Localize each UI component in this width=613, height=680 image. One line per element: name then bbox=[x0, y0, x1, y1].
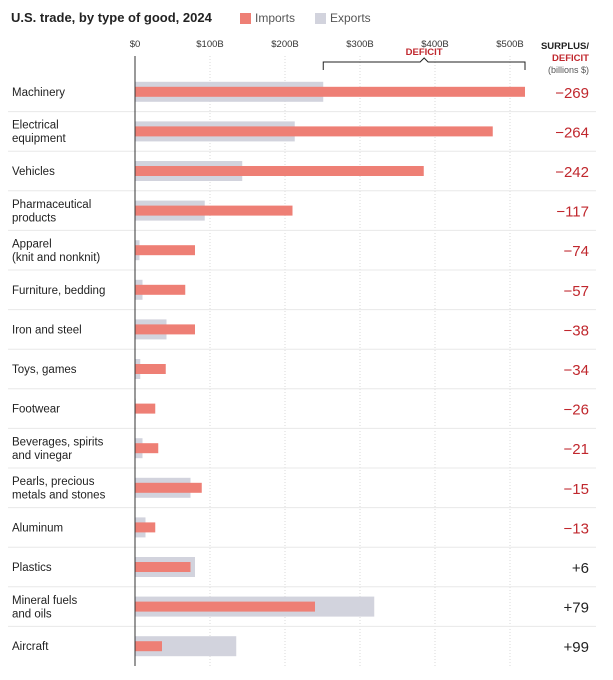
import-bar bbox=[135, 562, 191, 572]
surplus-deficit-value: −269 bbox=[555, 85, 589, 102]
row-separators bbox=[8, 111, 596, 627]
surplus-deficit-value: −117 bbox=[556, 204, 589, 221]
surplus-deficit-value: −57 bbox=[564, 283, 589, 300]
import-bar bbox=[135, 403, 156, 414]
category-label: Plastics bbox=[12, 562, 52, 574]
import-bar bbox=[135, 205, 293, 216]
category-label: Toys, games bbox=[12, 364, 77, 376]
category-label: Aircraft bbox=[12, 641, 49, 653]
category-label: Machinery bbox=[12, 87, 65, 99]
column-header: SURPLUS/ DEFICIT (billions $) bbox=[541, 41, 589, 75]
column-header-units: (billions $) bbox=[548, 65, 589, 75]
surplus-deficit-value: +79 bbox=[564, 600, 589, 617]
category-label: Footwear bbox=[12, 404, 60, 416]
category-label: Pearls, precious metals and stones bbox=[12, 476, 106, 502]
legend-exports-swatch bbox=[315, 13, 326, 24]
category-label: Aluminum bbox=[12, 522, 63, 534]
bars bbox=[135, 81, 525, 657]
import-bar bbox=[135, 166, 424, 176]
import-bar bbox=[135, 482, 202, 493]
import-bar bbox=[135, 443, 159, 454]
x-tick-label: $400B bbox=[421, 39, 448, 50]
category-label: Electrical equipment bbox=[12, 120, 67, 146]
surplus-deficit-value: −15 bbox=[564, 481, 589, 498]
surplus-deficit-value: +6 bbox=[572, 560, 589, 577]
category-label: Mineral fuels and oils bbox=[12, 595, 77, 621]
x-tick-label: $100B bbox=[196, 39, 223, 50]
surplus-deficit-value: +99 bbox=[564, 639, 589, 656]
surplus-deficit-value: −74 bbox=[564, 243, 589, 260]
x-axis-ticks: $0 $100B $200B $300B $400B $500B bbox=[130, 39, 524, 50]
x-tick-label: $300B bbox=[346, 39, 373, 50]
import-bar bbox=[135, 284, 186, 295]
category-labels: Machinery Electrical equipment Vehicles Phar… bbox=[12, 87, 106, 653]
import-bar bbox=[135, 641, 162, 652]
surplus-deficit-value: −26 bbox=[564, 402, 589, 419]
category-label: Pharmaceutical products bbox=[12, 199, 91, 225]
surplus-deficit-value: −13 bbox=[564, 520, 589, 537]
deficit-annotation: DEFICIT bbox=[406, 47, 443, 58]
column-header-surplus: SURPLUS/ bbox=[541, 41, 589, 52]
x-tick-label: $200B bbox=[271, 39, 298, 50]
surplus-deficit-value: −34 bbox=[564, 362, 589, 379]
surplus-deficit-value: −21 bbox=[564, 441, 589, 458]
category-label: Vehicles bbox=[12, 166, 55, 178]
import-bar bbox=[135, 522, 156, 533]
import-bar bbox=[135, 245, 195, 256]
import-bar bbox=[135, 601, 315, 612]
surplus-deficit-value: −38 bbox=[564, 322, 589, 339]
surplus-deficit-value: −264 bbox=[555, 124, 589, 141]
category-label: Apparel (knit and nonknit) bbox=[12, 238, 100, 264]
import-bar bbox=[135, 86, 525, 97]
import-bar bbox=[135, 126, 493, 137]
import-bar bbox=[135, 324, 195, 335]
column-header-deficit: DEFICIT bbox=[552, 53, 589, 64]
deficit-bracket bbox=[322, 57, 526, 70]
surplus-deficit-value: −242 bbox=[555, 164, 589, 181]
legend: Imports Exports bbox=[240, 11, 371, 25]
surplus-deficit-values: −269 −264 −242 −117 −74 −57 −38 −34 −26 −21 −15 −13… bbox=[555, 85, 589, 656]
legend-imports-swatch bbox=[240, 13, 251, 24]
legend-imports-label: Imports bbox=[255, 11, 295, 25]
x-tick-label: $500B bbox=[496, 39, 523, 50]
chart-title: U.S. trade, by type of good, 2024 bbox=[11, 10, 213, 25]
category-label: Beverages, spirits and vinegar bbox=[12, 436, 104, 462]
gridlines bbox=[209, 56, 511, 666]
category-label: Iron and steel bbox=[12, 324, 82, 336]
import-bar bbox=[135, 364, 166, 374]
x-tick-label: $0 bbox=[130, 39, 141, 50]
legend-exports-label: Exports bbox=[330, 11, 371, 25]
category-label: Furniture, bedding bbox=[12, 285, 105, 297]
